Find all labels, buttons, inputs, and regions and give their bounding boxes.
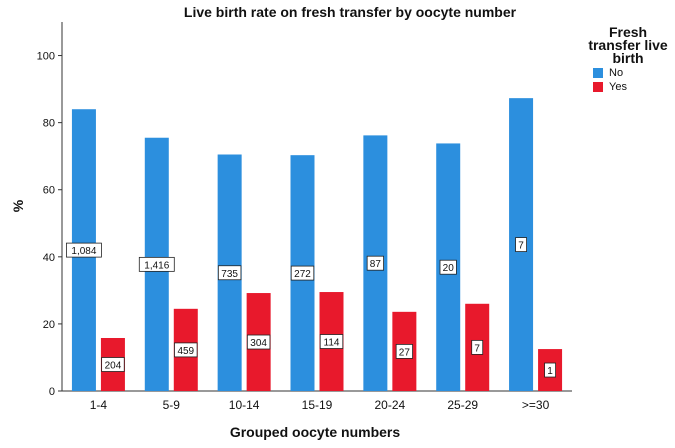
legend-item-no: No: [593, 67, 671, 79]
data-label: 272: [294, 269, 311, 280]
data-label: 20: [443, 263, 455, 274]
x-tick-label: >=30: [522, 398, 550, 412]
x-tick-label: 15-19: [302, 398, 333, 412]
chart-title: Live birth rate on fresh transfer by ooc…: [183, 4, 517, 20]
data-label: 114: [324, 338, 340, 349]
data-label: 7: [474, 343, 480, 354]
y-tick-label: 80: [43, 118, 55, 130]
data-label-box: [246, 334, 271, 350]
y-axis-label: %: [10, 199, 26, 213]
data-label-box: [101, 357, 125, 372]
data-label-box: [217, 265, 242, 281]
y-tick-label: 100: [37, 51, 55, 63]
y-tick-label: 20: [43, 319, 55, 331]
data-label-box: [395, 344, 413, 359]
data-label-box: [66, 242, 102, 258]
legend-title: Fresh transfer live birth: [588, 24, 668, 66]
y-tick-label: 60: [43, 185, 55, 197]
data-label: 1,084: [71, 246, 96, 257]
x-tick-label: 25-29: [447, 398, 478, 412]
x-tick-label: 20-24: [375, 398, 406, 412]
y-tick-label: 40: [43, 252, 55, 264]
data-label: 1: [547, 366, 553, 377]
data-label-box: [515, 237, 527, 252]
data-label-box: [174, 342, 198, 358]
data-label-box: [138, 256, 175, 272]
data-label-box: [290, 265, 315, 281]
data-label: 304: [250, 338, 267, 349]
x-tick-label: 10-14: [229, 398, 260, 412]
data-label: 87: [370, 259, 382, 270]
data-label: 204: [105, 360, 122, 371]
legend-label-no: No: [609, 67, 624, 79]
data-label: 7: [518, 241, 524, 252]
y-tick-label: 0: [49, 386, 55, 398]
legend: Fresh transfer live birth No Yes: [585, 24, 671, 93]
x-tick-label: 5-9: [163, 398, 181, 412]
data-label-box: [439, 259, 457, 275]
legend-label-yes: Yes: [609, 81, 627, 93]
data-label-box: [319, 334, 344, 349]
data-label: 27: [399, 347, 411, 358]
data-label-box: [544, 362, 556, 378]
data-label-box: [366, 255, 384, 271]
legend-item-yes: Yes: [593, 81, 671, 93]
data-label: 1,416: [144, 260, 169, 271]
data-label-box: [471, 339, 484, 355]
x-tick-label: 1-4: [90, 398, 108, 412]
legend-swatch-yes: [593, 82, 603, 92]
data-label: 735: [221, 269, 238, 280]
data-label: 459: [177, 346, 194, 357]
x-axis-label: Grouped oocyte numbers: [229, 424, 401, 440]
legend-swatch-no: [593, 68, 603, 78]
